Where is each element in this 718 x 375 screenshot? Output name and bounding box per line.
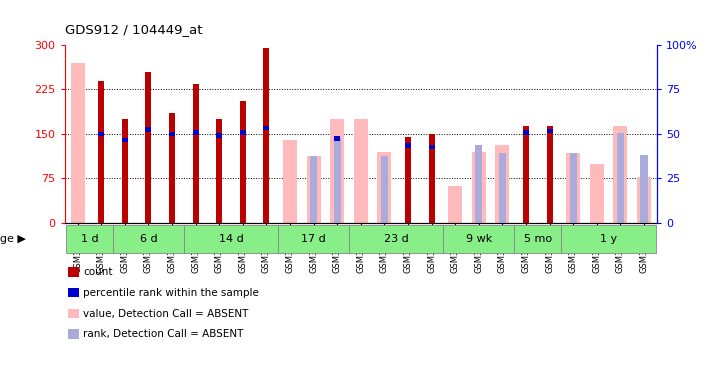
Bar xyxy=(122,138,128,142)
Bar xyxy=(448,186,462,223)
Text: age ▶: age ▶ xyxy=(0,234,26,244)
Bar xyxy=(283,140,297,223)
Bar xyxy=(146,127,151,132)
Bar xyxy=(546,126,553,223)
Bar xyxy=(334,138,341,223)
Bar xyxy=(523,130,529,135)
Bar xyxy=(122,119,128,223)
Bar xyxy=(381,156,388,223)
Bar xyxy=(640,155,648,223)
Bar xyxy=(495,145,510,223)
Bar xyxy=(216,119,222,223)
Bar xyxy=(264,48,269,223)
Bar xyxy=(354,119,368,223)
Text: value, Detection Call = ABSENT: value, Detection Call = ABSENT xyxy=(83,309,248,318)
Bar xyxy=(169,113,175,223)
Bar xyxy=(429,145,434,149)
Text: 14 d: 14 d xyxy=(218,234,243,244)
Bar xyxy=(472,152,486,223)
Bar xyxy=(70,63,85,223)
Bar xyxy=(589,164,604,223)
Bar xyxy=(240,101,246,223)
Text: 1 y: 1 y xyxy=(600,234,617,244)
Bar xyxy=(264,126,269,130)
FancyBboxPatch shape xyxy=(113,225,184,254)
Bar xyxy=(192,130,199,135)
Bar xyxy=(307,156,321,223)
Bar xyxy=(617,133,624,223)
Bar xyxy=(192,84,199,223)
Text: count: count xyxy=(83,267,113,277)
FancyBboxPatch shape xyxy=(66,225,113,254)
Bar xyxy=(499,153,506,223)
Bar xyxy=(240,130,246,135)
Text: GDS912 / 104449_at: GDS912 / 104449_at xyxy=(65,22,202,36)
FancyBboxPatch shape xyxy=(184,225,278,254)
Bar xyxy=(334,136,340,141)
Bar xyxy=(378,152,391,223)
Text: 17 d: 17 d xyxy=(302,234,326,244)
Bar xyxy=(216,133,222,138)
FancyBboxPatch shape xyxy=(349,225,444,254)
Text: 1 d: 1 d xyxy=(80,234,98,244)
Bar xyxy=(405,137,411,223)
Bar xyxy=(637,177,651,223)
FancyBboxPatch shape xyxy=(561,225,656,254)
Bar xyxy=(330,119,344,223)
FancyBboxPatch shape xyxy=(514,225,561,254)
Text: 9 wk: 9 wk xyxy=(466,234,492,244)
Bar xyxy=(569,153,577,223)
Bar xyxy=(613,126,628,223)
Text: 5 mo: 5 mo xyxy=(523,234,552,244)
Text: rank, Detection Call = ABSENT: rank, Detection Call = ABSENT xyxy=(83,329,243,339)
Bar xyxy=(523,126,529,223)
Bar xyxy=(146,72,151,223)
Bar xyxy=(566,153,580,223)
FancyBboxPatch shape xyxy=(278,225,349,254)
Bar xyxy=(429,134,434,223)
Bar xyxy=(546,129,553,133)
Text: 6 d: 6 d xyxy=(139,234,157,244)
Bar xyxy=(475,145,482,223)
Bar xyxy=(98,81,104,223)
Bar xyxy=(405,144,411,148)
Text: 23 d: 23 d xyxy=(384,234,409,244)
Bar xyxy=(169,132,175,136)
FancyBboxPatch shape xyxy=(444,225,514,254)
Text: percentile rank within the sample: percentile rank within the sample xyxy=(83,288,259,298)
Bar xyxy=(98,132,104,136)
Bar xyxy=(310,156,317,223)
